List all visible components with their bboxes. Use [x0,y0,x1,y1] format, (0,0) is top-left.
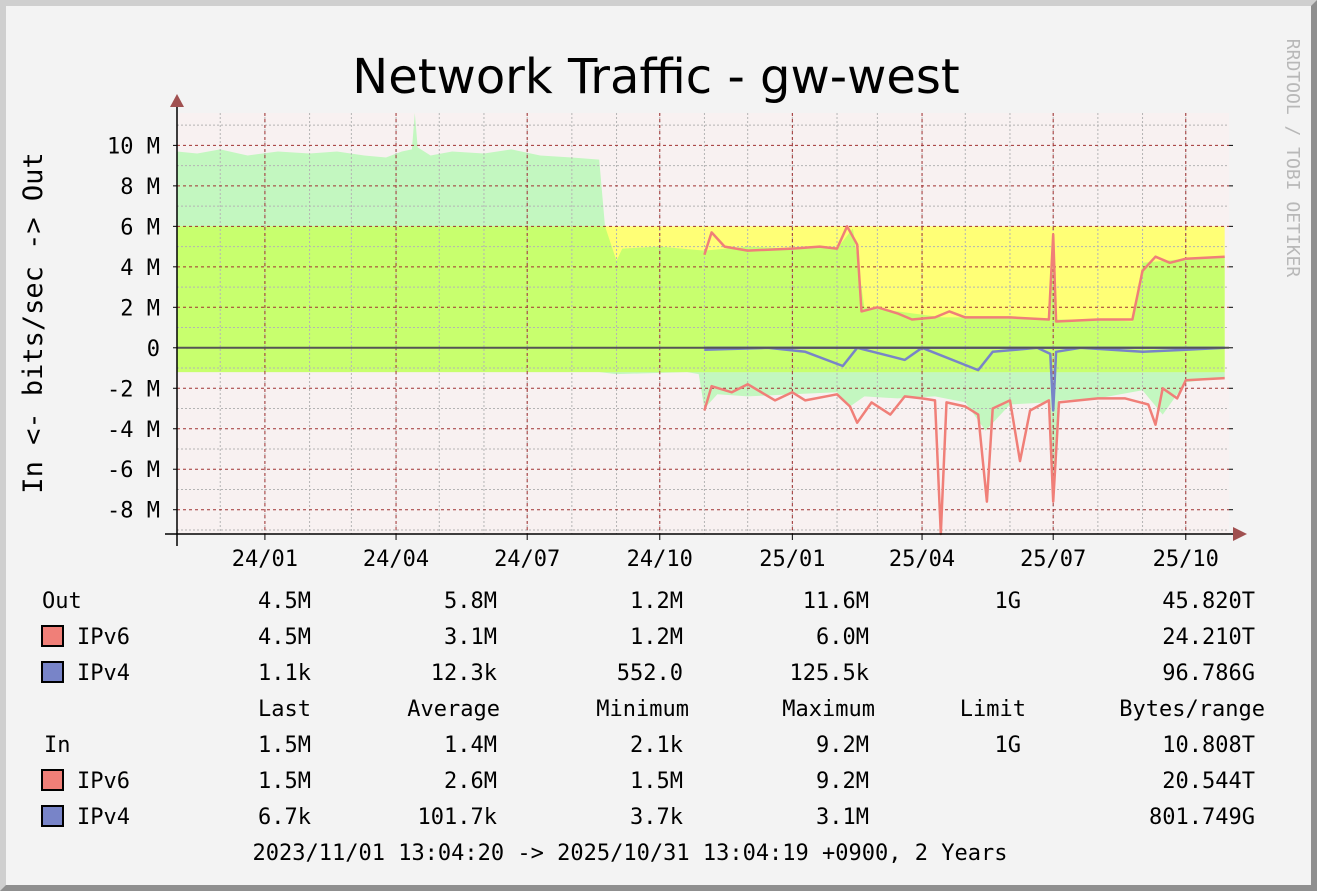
out-ipv6-swatch [41,625,64,647]
y-tick-label: 8 M [120,175,160,200]
x-tick-label: 25/04 [889,547,955,572]
out-total-last: 4.5M [258,589,311,614]
in-total-limit: 1G [995,733,1022,758]
in-total-area [177,347,1225,502]
in-ipv4-maximum: 3.1M [816,805,869,830]
x-tick-label: 24/07 [494,547,560,572]
in-ipv6-minimum: 1.5M [630,769,683,794]
out-total-average: 5.8M [444,589,497,614]
ipv4-in-line [704,346,1225,412]
in-ipv6-maximum: 9.2M [816,769,869,794]
x-tick-label: 24/01 [232,547,298,572]
column-header-last: Last [258,697,311,722]
y-tick-label: -2 M [107,377,160,402]
out-ipv6-maximum: 6.0M [816,625,869,650]
y-tick-label: 10 M [107,134,160,159]
out-ipv4-name: IPv4 [77,661,130,686]
y-axis-arrow [170,94,184,107]
out-ipv6-minimum: 1.2M [630,625,683,650]
out-total-maximum: 11.6M [803,589,869,614]
in-ipv4-swatch [41,805,64,827]
y-tick-label: 4 M [120,256,160,281]
y-tick-label: -8 M [107,499,160,524]
legend: Out 4.5M 5.8M 1.2M 11.6M 1G 45.820T IPv6 4.5M 3.1… [41,589,1265,866]
in-total-average: 1.4M [444,733,497,758]
x-tick-label: 24/04 [363,547,429,572]
in-ipv6-last: 1.5M [258,769,311,794]
traffic-graph: 10 M 8 M 6 M 4 M 2 M 0 -2 M -4 M -6 M -8 M 24/01 24… [18,39,1303,866]
column-header-minimum: Minimum [596,697,689,722]
out-total-bytes: 45.820T [1162,589,1255,614]
out-ipv6-last: 4.5M [258,625,311,650]
x-tick-label: 25/10 [1153,547,1219,572]
in-ipv4-bytes: 801.749G [1149,805,1255,830]
column-header-average: Average [407,697,500,722]
y-tick-label: -4 M [107,418,160,443]
out-total-limit: 1G [995,589,1022,614]
out-total-label: Out [42,589,82,614]
ipv6-in-line [703,376,1225,536]
out-ipv4-swatch [41,661,64,683]
in-ipv4-name: IPv4 [77,805,130,830]
column-header-bytes: Bytes/range [1119,697,1265,722]
out-ipv4-maximum: 125.5k [790,661,869,686]
in-ipv4-minimum: 3.7k [630,805,683,830]
out-ipv6-bytes: 24.210T [1162,625,1255,650]
in-ipv6-swatch [41,769,64,791]
out-ipv4-minimum: 552.0 [617,661,683,686]
in-ipv6-name: IPv6 [77,769,130,794]
out-ipv4-average: 12.3k [431,661,497,686]
watermark: RRDTOOL / TOBI OETIKER [1282,39,1303,278]
x-tick-label: 25/07 [1020,547,1086,572]
in-ipv6-bytes: 20.544T [1162,769,1255,794]
in-total-bytes: 10.808T [1162,733,1255,758]
in-ipv4-average: 101.7k [418,805,497,830]
y-tick-label: 2 M [120,296,160,321]
in-ipv6-average: 2.6M [444,769,497,794]
in-total-maximum: 9.2M [816,733,869,758]
y-tick-label: 0 [147,337,160,362]
ipv6-out-line [703,225,1225,323]
out-ipv6-name: IPv6 [77,625,130,650]
column-header-limit: Limit [960,697,1026,722]
out-ipv4-last: 1.1k [258,661,311,686]
x-axis-arrow [1233,527,1247,541]
in-total-minimum: 2.1k [630,733,683,758]
chart-title: Network Traffic - gw-west [352,49,959,105]
time-range-footer: 2023/11/01 13:04:20 -> 2025/10/31 13:04:… [253,841,1008,866]
x-tick-label: 25/01 [759,547,825,572]
out-ipv4-bytes: 96.786G [1162,661,1255,686]
in-total-label: In [44,733,71,758]
column-header-maximum: Maximum [782,697,875,722]
out-total-minimum: 1.2M [630,589,683,614]
y-tick-label: 6 M [120,215,160,240]
y-tick-label: -6 M [107,458,160,483]
x-tick-label: 24/10 [627,547,693,572]
out-ipv6-average: 3.1M [444,625,497,650]
y-axis-label: In <- bits/sec -> Out [18,152,49,493]
in-total-last: 1.5M [258,733,311,758]
in-ipv4-last: 6.7k [258,805,311,830]
